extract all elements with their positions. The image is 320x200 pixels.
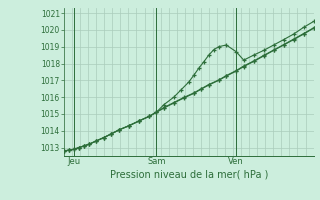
X-axis label: Pression niveau de la mer( hPa ): Pression niveau de la mer( hPa ) bbox=[110, 169, 268, 179]
